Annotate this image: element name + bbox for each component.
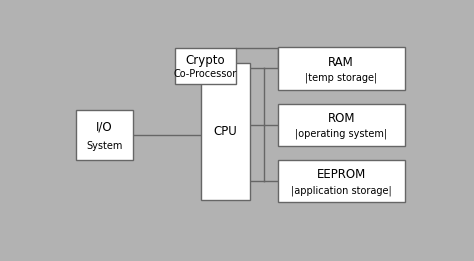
Text: Crypto: Crypto: [185, 54, 225, 67]
Text: CPU: CPU: [214, 125, 237, 138]
FancyBboxPatch shape: [201, 63, 250, 200]
Text: I/O: I/O: [96, 121, 112, 134]
FancyBboxPatch shape: [48, 27, 438, 236]
Text: |application storage|: |application storage|: [291, 185, 392, 195]
Text: System: System: [86, 141, 122, 151]
FancyBboxPatch shape: [278, 160, 405, 202]
Text: ROM: ROM: [328, 112, 355, 125]
FancyBboxPatch shape: [76, 110, 133, 160]
FancyBboxPatch shape: [278, 104, 405, 146]
Text: EEPROM: EEPROM: [317, 168, 366, 181]
Text: Co-Processor: Co-Processor: [173, 69, 237, 79]
Text: |temp storage|: |temp storage|: [305, 73, 377, 83]
FancyBboxPatch shape: [175, 48, 236, 84]
Text: RAM: RAM: [328, 56, 354, 69]
FancyBboxPatch shape: [278, 48, 405, 90]
Text: |operating system|: |operating system|: [295, 129, 387, 139]
